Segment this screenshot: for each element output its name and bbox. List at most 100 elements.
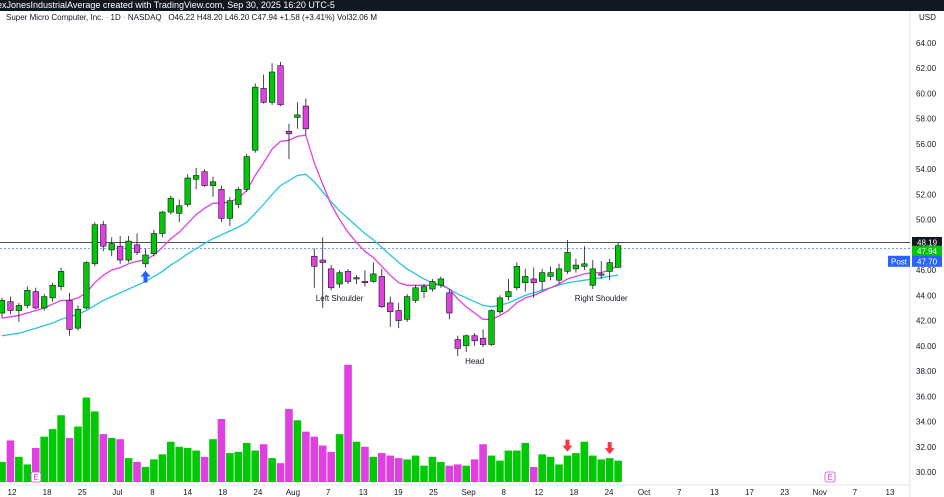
candle[interactable] <box>412 287 419 301</box>
candle[interactable] <box>176 205 183 214</box>
pattern-label: Head <box>465 357 484 366</box>
candle[interactable] <box>404 296 411 320</box>
candle[interactable] <box>302 105 309 130</box>
volume-bar <box>504 450 513 482</box>
candle[interactable] <box>378 276 385 308</box>
candle[interactable] <box>74 308 82 329</box>
candle[interactable] <box>235 189 242 205</box>
candle[interactable] <box>285 131 293 135</box>
candle[interactable] <box>117 245 124 261</box>
candle[interactable] <box>125 240 132 261</box>
candle[interactable] <box>91 224 98 265</box>
candle[interactable] <box>606 262 613 272</box>
candle[interactable] <box>133 244 141 253</box>
candle[interactable] <box>437 278 444 286</box>
price-scale-tag-text: 47.94 <box>917 247 938 256</box>
y-tick-label: 32.00 <box>916 443 937 452</box>
volume-bar <box>183 448 192 482</box>
candle[interactable] <box>387 302 394 313</box>
candle[interactable] <box>479 337 487 345</box>
candle[interactable] <box>539 272 546 282</box>
candle[interactable] <box>32 291 39 309</box>
candle[interactable] <box>522 276 529 284</box>
price-scale-tag-text: 47.70 <box>917 257 938 266</box>
candle[interactable] <box>353 277 360 280</box>
candle[interactable] <box>555 268 563 281</box>
volume-bar <box>116 439 124 482</box>
candle[interactable] <box>615 245 622 268</box>
volume-bar <box>437 461 445 482</box>
candle[interactable] <box>66 300 73 330</box>
earnings-marker-icon[interactable] <box>824 471 836 483</box>
candle[interactable] <box>471 335 478 342</box>
candle[interactable] <box>159 211 166 234</box>
candle[interactable] <box>547 272 554 277</box>
x-tick-label: 8 <box>150 488 155 497</box>
candle[interactable] <box>454 339 461 349</box>
volume-bar <box>428 456 437 482</box>
candle[interactable] <box>142 254 149 265</box>
candle[interactable] <box>446 292 453 314</box>
candle[interactable] <box>268 71 276 103</box>
currency-label[interactable]: USD <box>919 13 936 22</box>
candle[interactable] <box>344 271 352 282</box>
candle[interactable] <box>209 181 217 186</box>
candle[interactable] <box>589 268 596 286</box>
x-tick-label: 13 <box>886 488 895 497</box>
candle[interactable] <box>420 286 428 292</box>
candle[interactable] <box>184 177 191 205</box>
earnings-marker-icon[interactable] <box>30 471 42 483</box>
volume-bar <box>40 436 48 482</box>
candle[interactable] <box>150 233 158 255</box>
candle[interactable] <box>581 263 588 267</box>
volume-bar <box>361 446 369 482</box>
candle[interactable] <box>311 255 318 267</box>
candle[interactable] <box>0 300 6 314</box>
candle[interactable] <box>505 291 512 297</box>
candle[interactable] <box>488 310 495 345</box>
candle[interactable] <box>57 271 65 287</box>
candle[interactable] <box>24 290 31 306</box>
candle[interactable] <box>361 281 369 284</box>
candle[interactable] <box>598 273 605 276</box>
candle[interactable] <box>496 297 504 313</box>
volume-bar <box>394 458 403 482</box>
candle[interactable] <box>294 114 301 118</box>
candle[interactable] <box>513 266 520 289</box>
candle[interactable] <box>41 296 48 309</box>
candle[interactable] <box>226 200 233 219</box>
volume-bar <box>589 455 597 482</box>
candle[interactable] <box>260 88 267 103</box>
candle[interactable] <box>108 243 115 251</box>
interval[interactable]: 1D <box>110 13 121 22</box>
volume-bar <box>318 445 327 482</box>
candle[interactable] <box>218 189 225 219</box>
candle[interactable] <box>530 278 537 284</box>
volume-bar <box>65 437 74 482</box>
candle[interactable] <box>167 197 174 213</box>
candle[interactable] <box>319 259 326 263</box>
candle[interactable] <box>243 156 250 190</box>
x-tick-label: 18 <box>569 488 578 497</box>
candle[interactable] <box>15 305 22 311</box>
candle[interactable] <box>7 301 14 311</box>
candle[interactable] <box>370 273 377 282</box>
x-tick-label: 25 <box>429 488 438 497</box>
candle[interactable] <box>252 86 259 151</box>
symbol-name[interactable]: Super Micro Computer, Inc. <box>6 13 104 22</box>
candle[interactable] <box>572 264 580 270</box>
candle[interactable] <box>336 272 343 285</box>
y-tick-label: 64.00 <box>916 39 937 48</box>
candle[interactable] <box>201 171 208 186</box>
candle[interactable] <box>395 310 402 321</box>
candle[interactable] <box>100 224 107 247</box>
candle[interactable] <box>277 65 284 106</box>
candle[interactable] <box>193 175 200 180</box>
candle[interactable] <box>328 268 335 289</box>
candle[interactable] <box>429 281 436 290</box>
candle[interactable] <box>463 335 470 347</box>
candle[interactable] <box>564 252 571 272</box>
candle[interactable] <box>83 262 90 309</box>
candle[interactable] <box>49 284 56 299</box>
